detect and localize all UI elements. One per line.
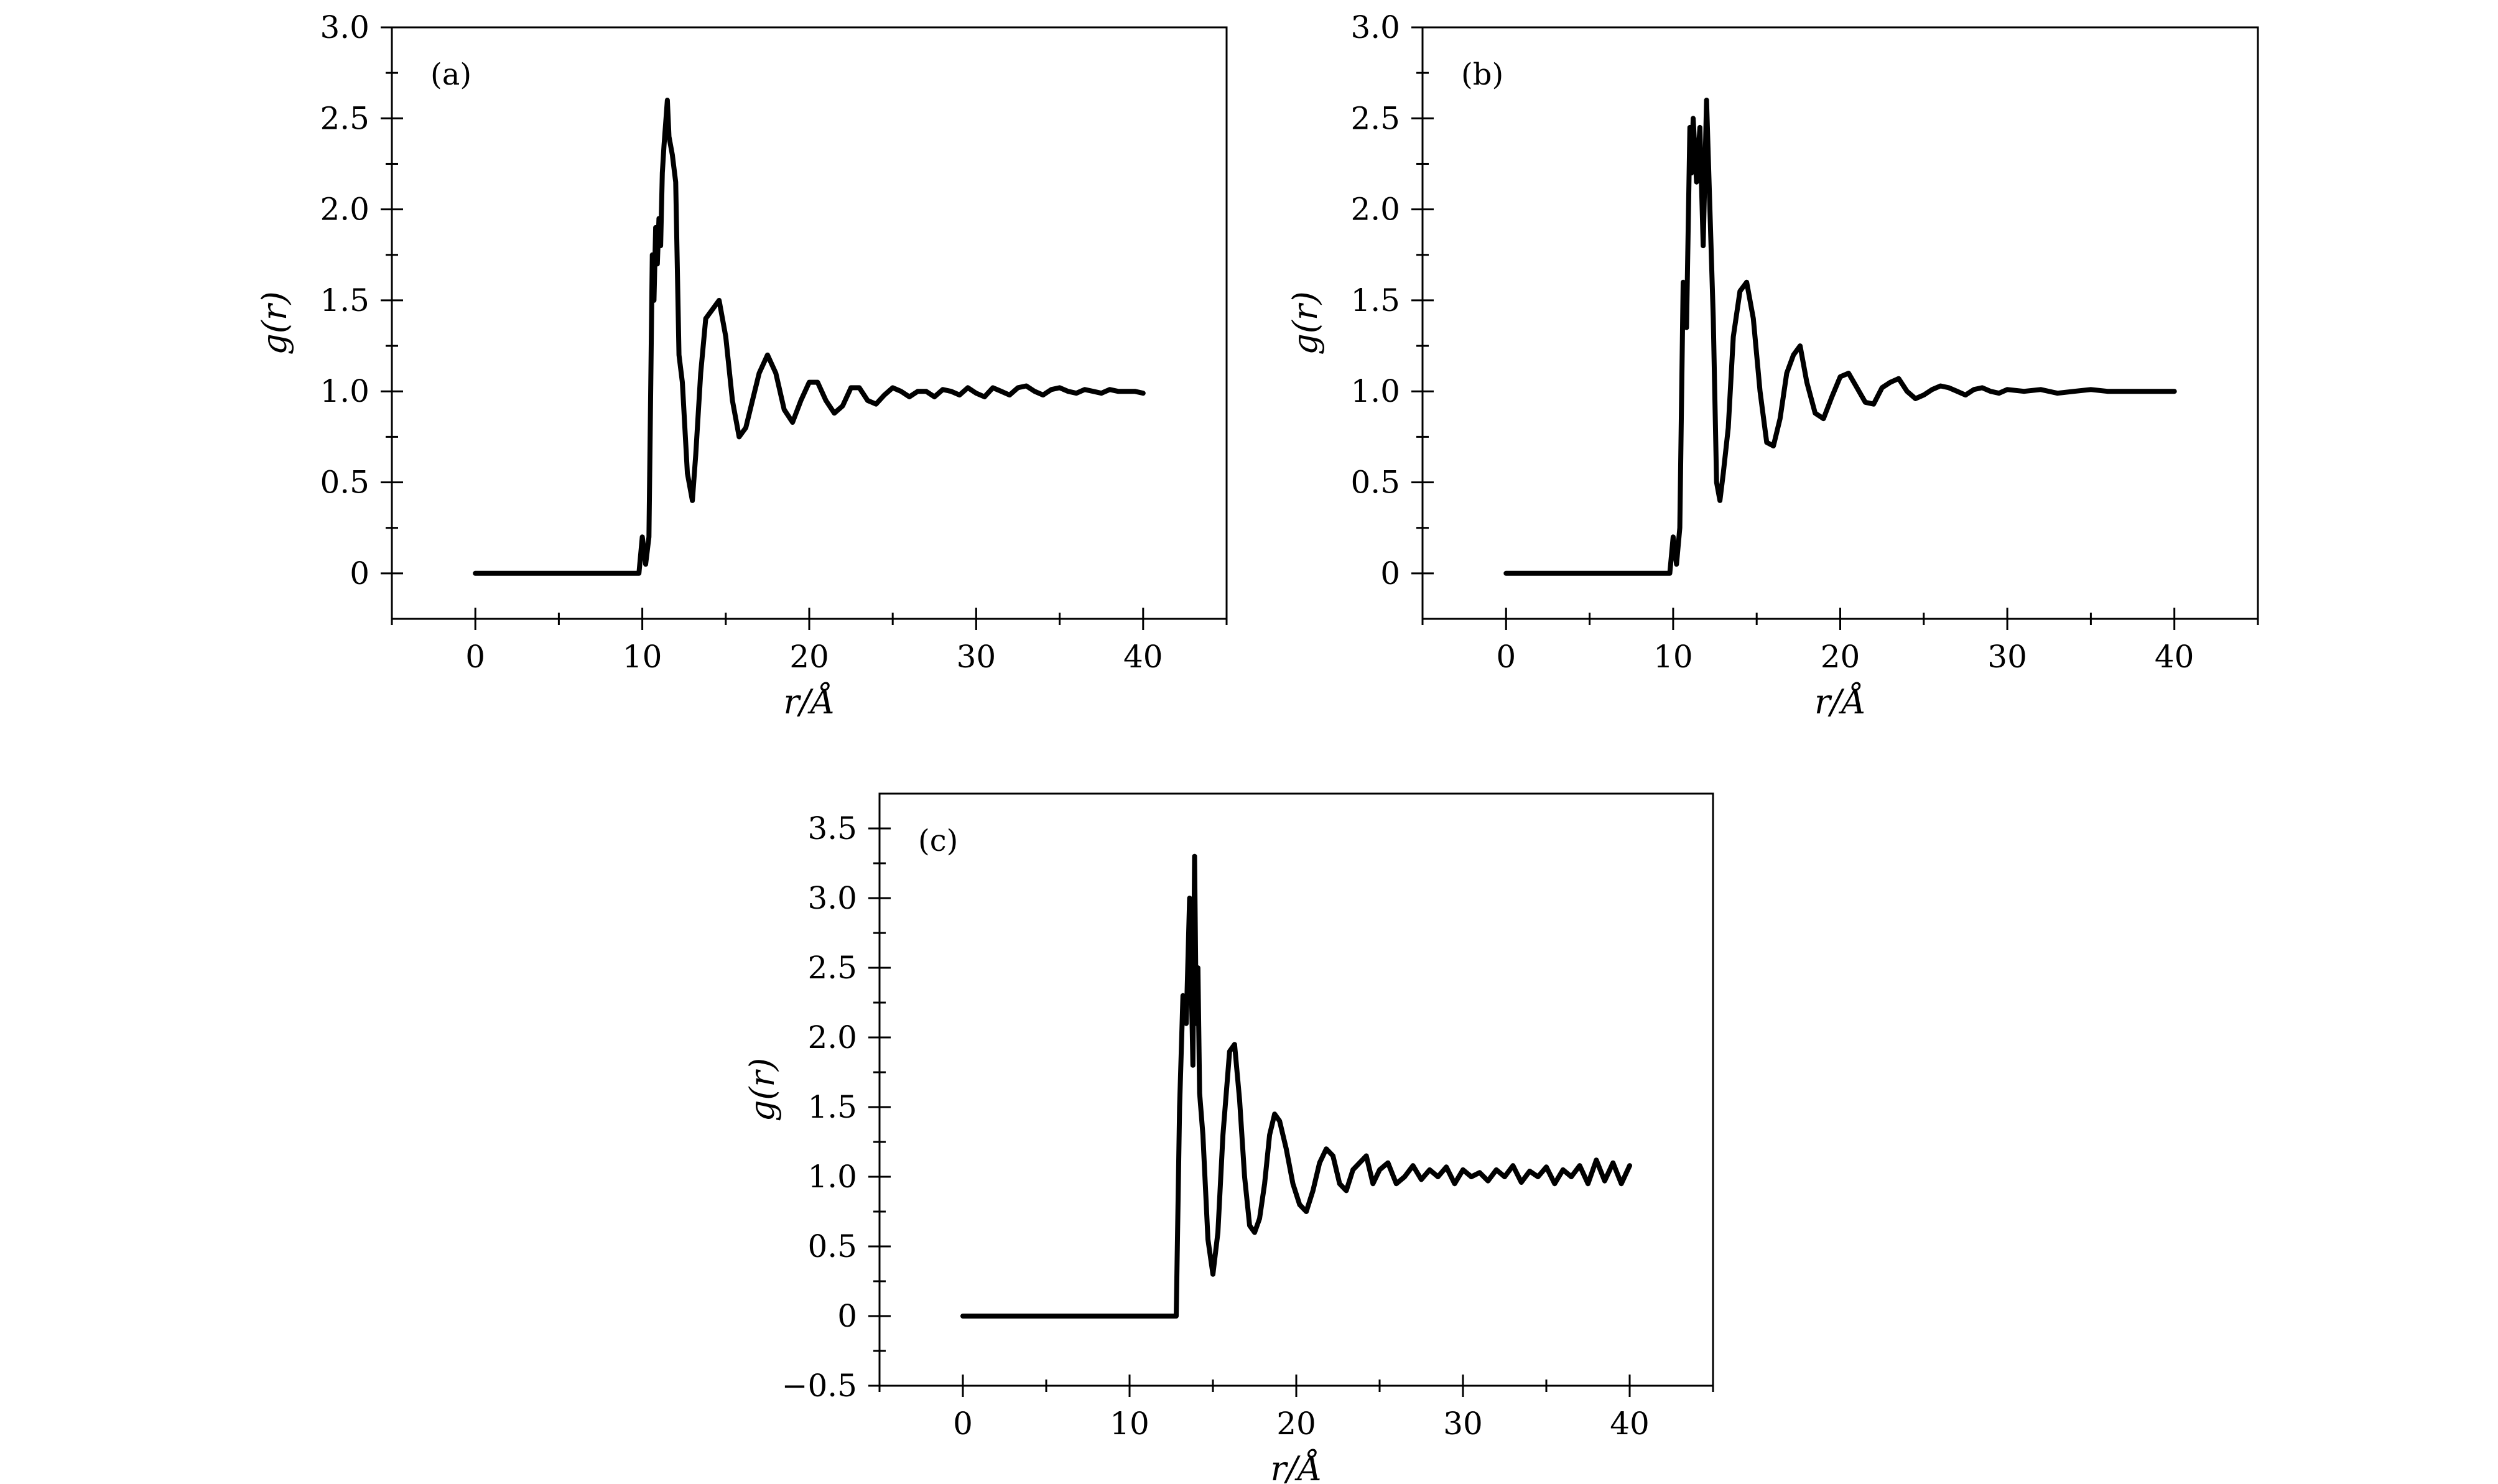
x-axis-label: r/Å [1814,681,1866,721]
y-tick-label: 3.0 [320,9,369,45]
x-tick-label: 30 [1987,639,2027,675]
series-line [1503,98,2177,576]
x-tick-label: 20 [789,639,829,675]
y-tick-label: 0.5 [807,1228,857,1264]
x-tick-label: 10 [1110,1406,1149,1442]
x-axis-label: r/Å [783,681,835,721]
x-tick-label: 30 [957,639,996,675]
y-tick-label: 2.5 [807,950,857,986]
plot-frame [391,26,1228,620]
panel-label: (c) [918,823,958,858]
x-tick-label: 0 [953,1406,973,1442]
panel-label: (b) [1461,57,1503,92]
y-tick-label: 2.5 [320,100,369,136]
y-tick-label: 1.5 [807,1089,857,1125]
y-tick-label: 1.5 [320,282,369,318]
y-tick-label: 3.0 [1350,9,1400,45]
y-tick-label: 0.5 [1350,465,1400,501]
y-tick-label: 1.5 [1350,282,1400,318]
y-tick-label: 3.5 [807,810,857,846]
y-tick-label: 3.0 [807,880,857,916]
y-tick-label: 1.0 [1350,373,1400,409]
x-tick-label: 40 [1123,639,1163,675]
x-tick-label: 20 [1821,639,1860,675]
series-line [960,853,1632,1319]
plot-frame [1421,26,2259,620]
panel-label: (a) [430,57,471,92]
y-tick-label: 0 [1380,555,1400,591]
y-tick-label: −0.5 [782,1368,857,1404]
x-tick-label: 0 [1496,639,1516,675]
x-tick-label: 0 [465,639,485,675]
panel-a: 0 0.5 1.0 1.5 2.0 2.5 3.0 0 10 20 30 40 r/Å g(r) (a) [255,9,1228,721]
x-tick-label: 20 [1276,1406,1316,1442]
y-tick-label: 2.0 [320,192,369,228]
y-axis-label: g(r) [1286,291,1325,355]
y-tick-label: 0 [837,1298,857,1334]
y-axis-label: g(r) [743,1058,782,1122]
panel-b: 0 0.5 1.0 1.5 2.0 2.5 3.0 0 10 20 30 40 r/Å g(r) (b) [1286,9,2259,721]
x-axis-label: r/Å [1270,1448,1322,1484]
y-tick-label: 1.0 [320,373,369,409]
panel-c: −0.5 0 0.5 1.0 1.5 2.0 2.5 3.0 3.5 0 10 20 30 40 r/Å g(… [743,792,1714,1484]
plot-frame [878,792,1714,1387]
y-tick-label: 1.0 [807,1159,857,1195]
y-tick-label: 2.5 [1350,100,1400,136]
x-tick-label: 40 [2155,639,2194,675]
series-line [473,98,1146,576]
y-axis-label: g(r) [255,291,294,355]
y-tick-label: 0.5 [320,465,369,501]
y-tick-label: 0 [350,555,369,591]
x-tick-label: 10 [1653,639,1693,675]
x-tick-label: 10 [623,639,662,675]
y-tick-label: 2.0 [807,1019,857,1055]
x-tick-label: 40 [1610,1406,1650,1442]
y-tick-label: 2.0 [1350,192,1400,228]
x-tick-label: 30 [1443,1406,1483,1442]
